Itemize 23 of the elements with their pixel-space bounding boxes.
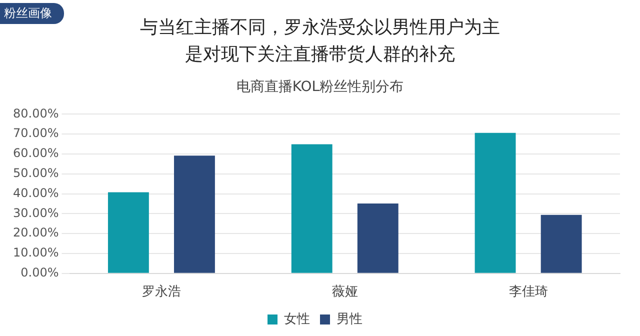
y-tick-label: 10.00% bbox=[12, 246, 59, 260]
bar bbox=[174, 156, 215, 273]
y-tick-label: 60.00% bbox=[12, 146, 59, 160]
legend-label: 男性 bbox=[336, 312, 362, 327]
y-tick-label: 0.00% bbox=[20, 266, 59, 280]
y-tick-label: 40.00% bbox=[12, 186, 59, 200]
text: 粉丝画像 bbox=[0, 3, 64, 24]
legend-label: 女性 bbox=[284, 312, 310, 327]
chart-subtitle: 电商直播KOL粉丝性别分布 bbox=[235, 78, 405, 96]
bar bbox=[291, 144, 332, 273]
y-tick-label: 20.00% bbox=[12, 226, 59, 240]
bar bbox=[540, 214, 582, 273]
bar bbox=[357, 204, 398, 273]
x-tick-label: 薇娅 bbox=[332, 284, 358, 300]
bar bbox=[108, 192, 149, 273]
y-tick-label: 50.00% bbox=[12, 166, 59, 180]
x-tick-label: 李佳琦 bbox=[508, 284, 548, 300]
y-tick-label: 80.00% bbox=[12, 106, 59, 120]
x-tick-label: 罗永浩 bbox=[142, 284, 181, 300]
bar bbox=[474, 132, 516, 273]
y-tick-label: 70.00% bbox=[12, 126, 59, 140]
y-tick-label: 30.00% bbox=[12, 206, 59, 220]
chart-title: 与当红主播不同，罗永浩受众以男性用户为主是对现下关注直播带货人群的补充 bbox=[139, 16, 501, 67]
